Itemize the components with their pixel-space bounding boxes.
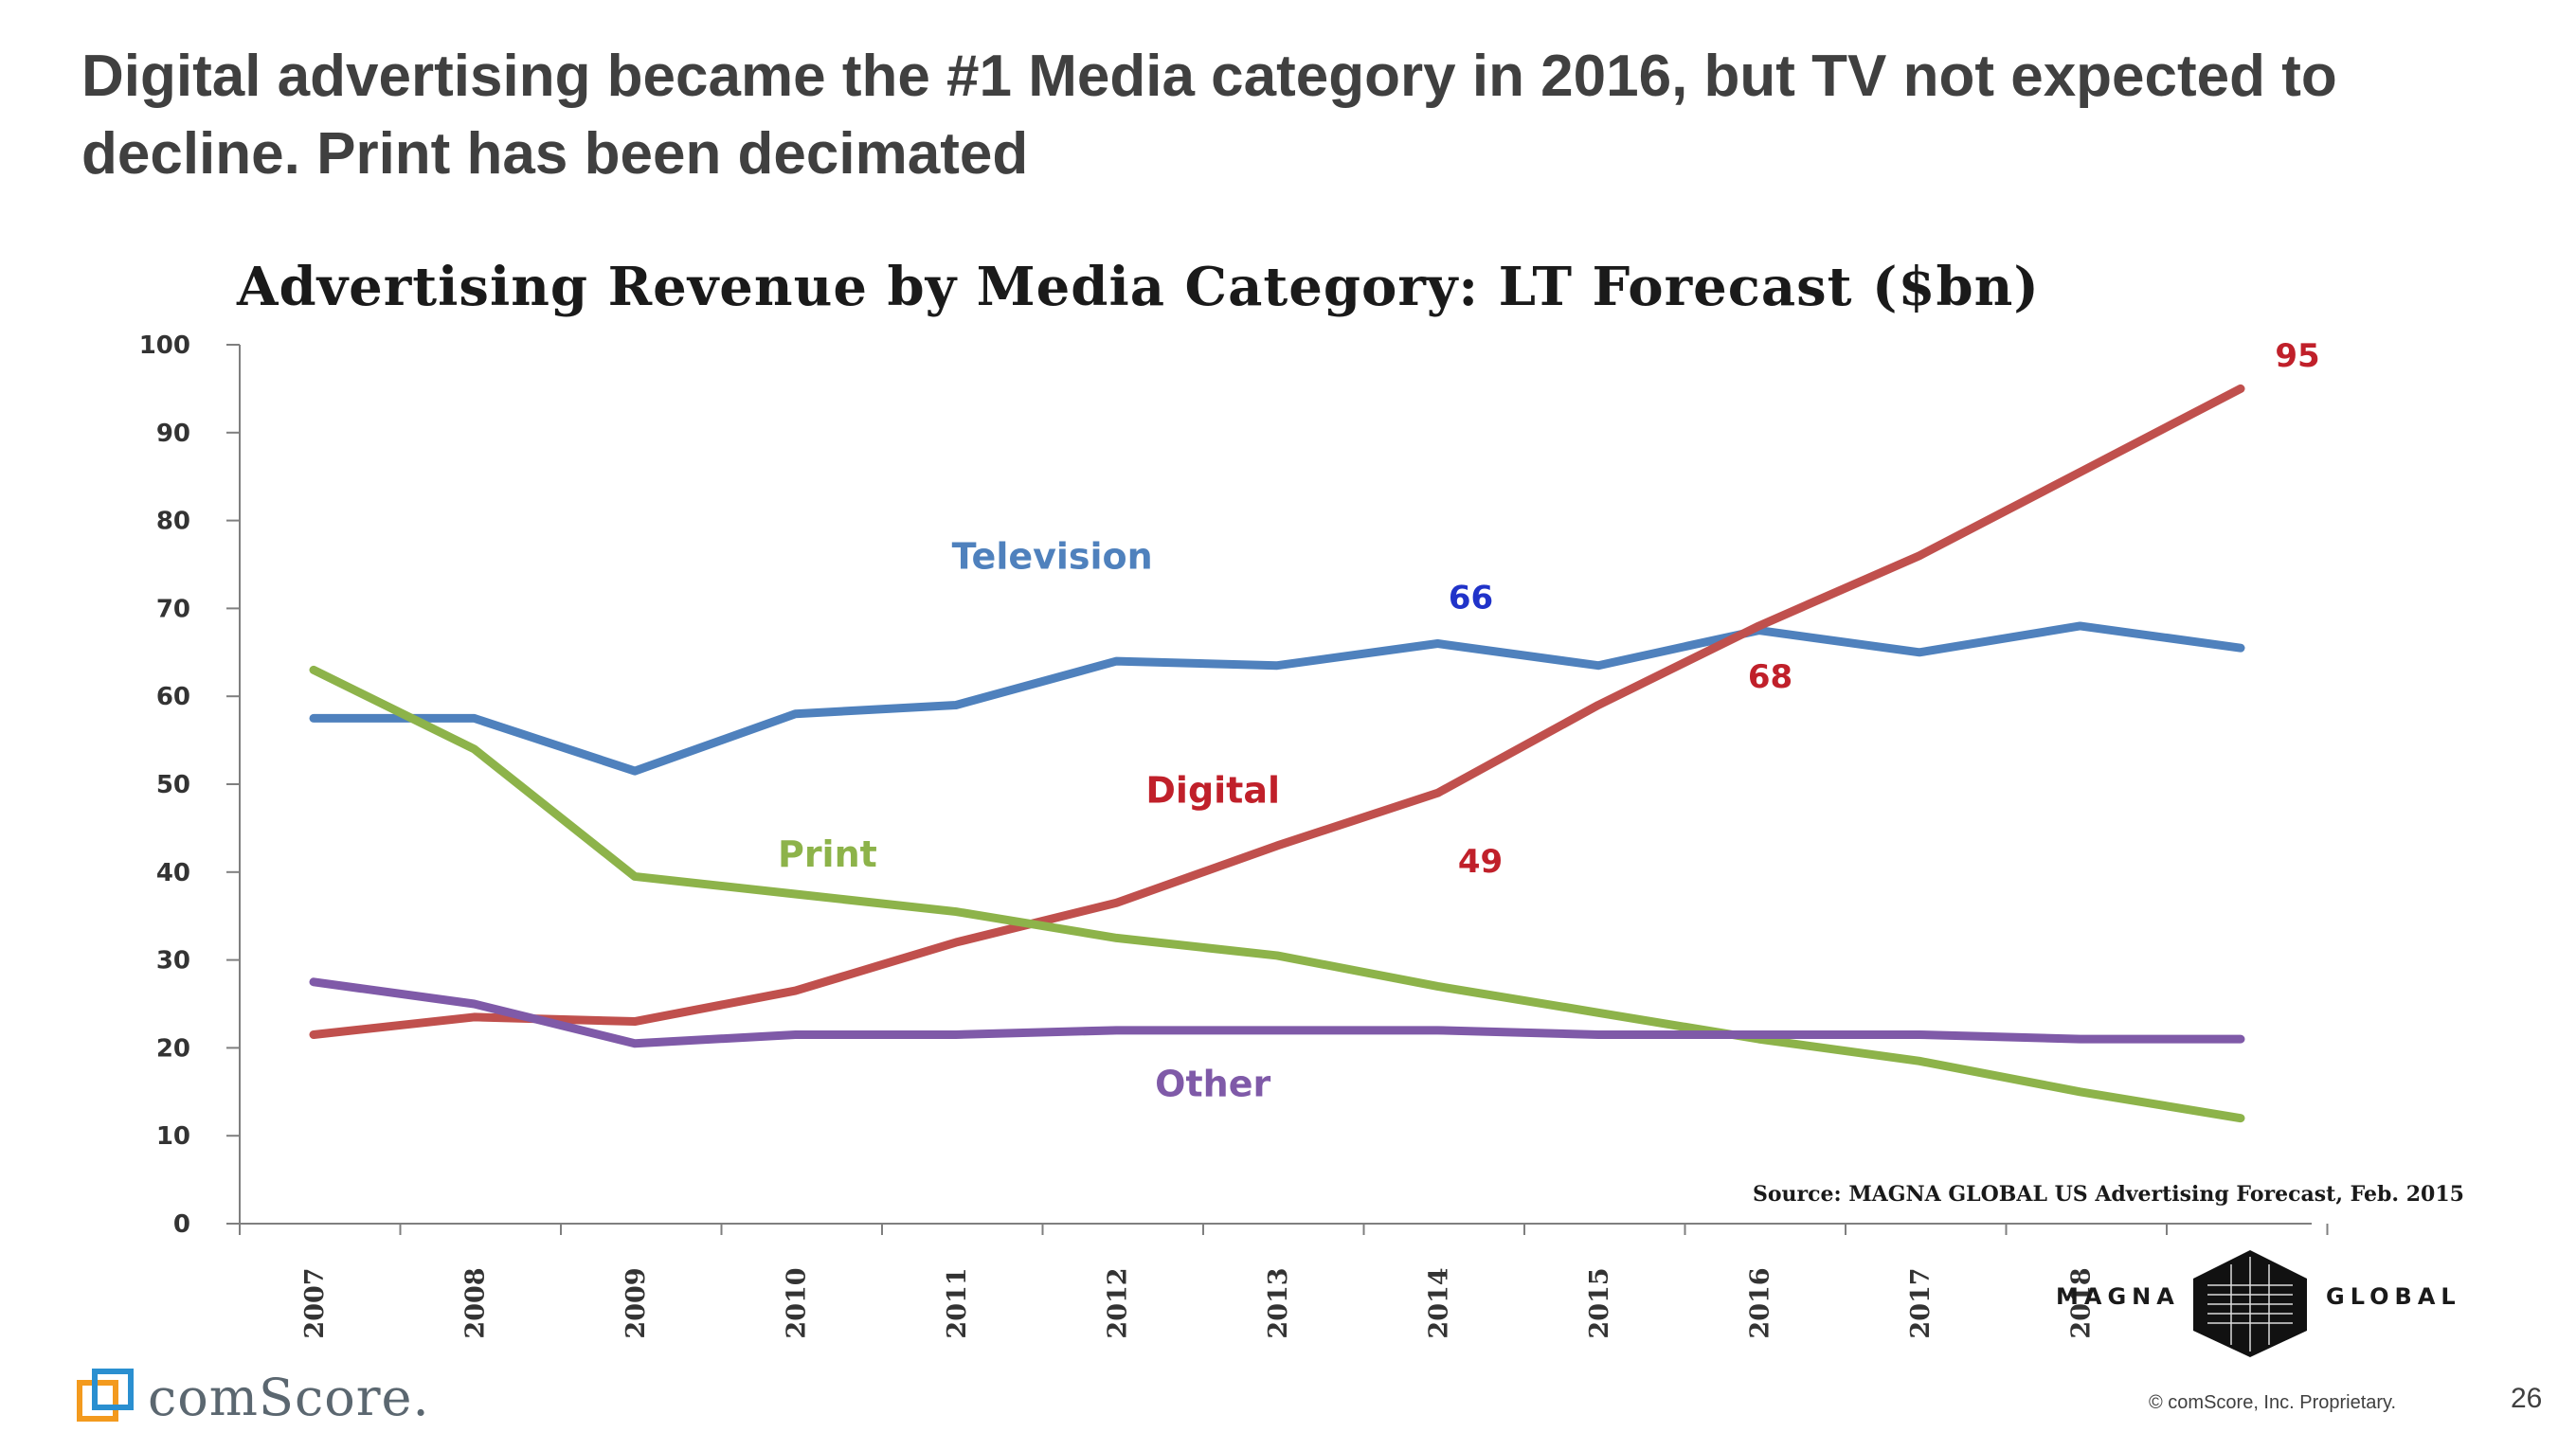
series-label-television: Television	[952, 536, 1153, 578]
value-annotation: 68	[1748, 658, 1792, 696]
y-tick-label: 60	[156, 683, 190, 711]
x-tick-label: 2011	[943, 1267, 972, 1338]
series-line-digital	[309, 384, 2245, 1039]
comscore-logo-icon	[77, 1369, 134, 1422]
copyright-note: © comScore, Inc. Proprietary.	[2149, 1392, 2397, 1413]
y-tick-label: 10	[156, 1122, 190, 1151]
y-tick-label: 50	[156, 771, 190, 799]
x-tick-label: 2017	[1906, 1267, 1936, 1338]
series-lines	[309, 384, 2245, 1123]
chart-title: Advertising Revenue by Media Category: L…	[237, 256, 2040, 318]
magna-global-logo: MAGNA GLOBAL	[2056, 1245, 2456, 1359]
cube-icon	[2193, 1250, 2307, 1357]
x-tick-label: 2018	[2067, 1267, 2097, 1338]
y-tick-label: 70	[156, 595, 190, 623]
comscore-logo-text: comScore.	[148, 1367, 430, 1427]
series-label-digital: Digital	[1145, 769, 1280, 811]
series-line-television	[309, 621, 2245, 776]
x-tick-label: 2015	[1585, 1267, 1614, 1338]
source-note: Source: MAGNA GLOBAL US Advertising Fore…	[1753, 1182, 2464, 1207]
y-tick-label: 30	[156, 947, 190, 976]
series-line-other	[309, 977, 2245, 1048]
y-tick-label: 20	[156, 1034, 190, 1063]
y-tick-label: 100	[139, 331, 190, 360]
x-tick-label: 2016	[1746, 1267, 1775, 1338]
x-tick-label: 2009	[621, 1267, 651, 1338]
x-tick-label: 2007	[300, 1267, 330, 1338]
series-label-other: Other	[1155, 1063, 1270, 1104]
x-tick-label: 2013	[1264, 1267, 1293, 1338]
value-annotations: 66 49 68 95	[1449, 337, 2320, 881]
chart-axes	[226, 344, 2329, 1235]
slide-headline: Digital advertising became the #1 Media …	[81, 44, 2337, 187]
y-tick-label: 80	[156, 508, 190, 536]
y-tick-label: 90	[156, 420, 190, 448]
series-line-print	[309, 665, 2245, 1123]
series-labels: Television Digital Print Other	[778, 536, 1280, 1105]
x-tick-labels: 2007 2008 2009 2010 2011 2012 2013 2014 2015 2016…	[300, 1267, 2257, 1338]
x-tick-label: 2014	[1425, 1267, 1454, 1338]
value-annotation: 66	[1449, 579, 1493, 617]
comscore-logo: comScore.	[76, 1364, 430, 1430]
value-annotation: 49	[1458, 843, 1503, 881]
value-annotation: 95	[2275, 337, 2319, 375]
magna-logo-left-word: MAGNA	[2056, 1283, 2180, 1310]
y-tick-label: 40	[156, 859, 190, 887]
x-tick-label: 2012	[1104, 1267, 1133, 1338]
page-number: 26	[2511, 1383, 2543, 1414]
x-tick-label: 2008	[461, 1267, 491, 1338]
series-label-print: Print	[778, 833, 877, 875]
y-tick-label: 0	[173, 1210, 190, 1239]
x-tick-label: 2010	[783, 1267, 812, 1338]
y-tick-labels: 0 10 20 30 40 50 60 70 80 90 100	[139, 331, 190, 1239]
magna-logo-right-word: GLOBAL	[2326, 1283, 2461, 1310]
